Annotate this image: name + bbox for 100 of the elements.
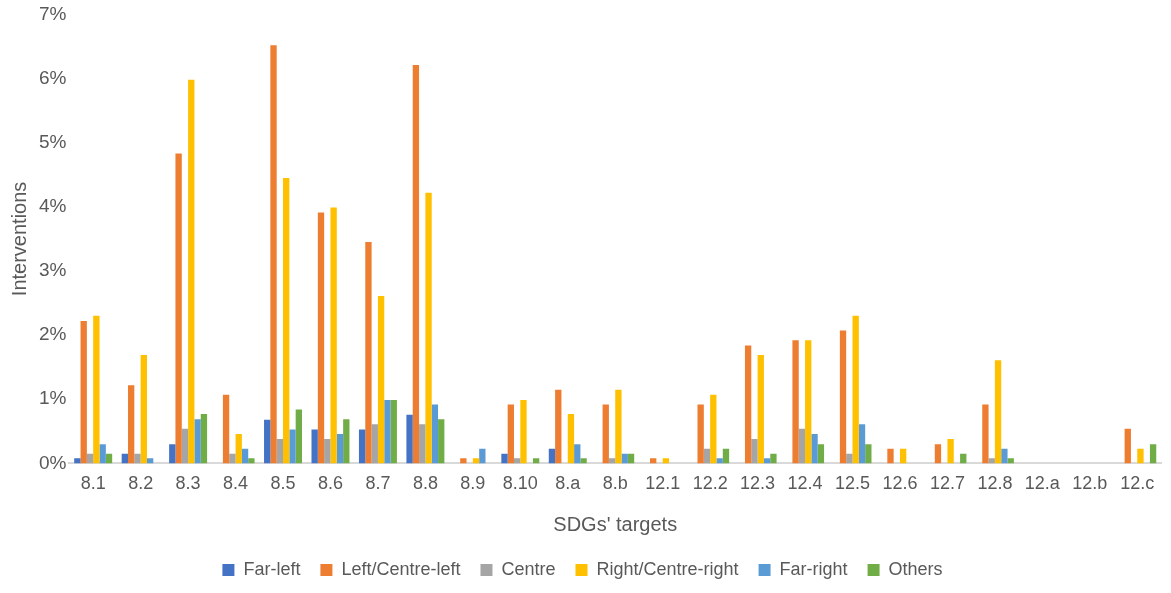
bar [710, 394, 717, 464]
legend-label: Right/Centre-right [596, 558, 739, 579]
bar [811, 433, 818, 464]
bar [548, 448, 556, 464]
bar [289, 429, 296, 464]
bar [994, 360, 1002, 464]
bar [425, 192, 432, 464]
x-tick-label: 8.a [555, 473, 582, 494]
legend-label: Centre [501, 558, 556, 579]
y-tick-label: 2% [38, 323, 67, 345]
bar [792, 340, 799, 464]
bar [317, 212, 325, 464]
bar [412, 65, 420, 464]
bar [384, 399, 391, 464]
bar [146, 458, 154, 464]
bar [988, 458, 995, 464]
x-tick-label: 12.4 [787, 473, 823, 494]
bar [431, 404, 439, 464]
bar [580, 458, 587, 464]
bar [241, 448, 249, 464]
bar [817, 444, 825, 464]
bar [798, 428, 806, 464]
bar [419, 424, 426, 464]
bar [615, 389, 622, 464]
y-tick-label: 1% [38, 387, 67, 409]
bar [520, 399, 527, 464]
bar [235, 433, 242, 464]
bar [127, 385, 135, 464]
bar [899, 448, 907, 464]
bar [229, 453, 236, 464]
bar [846, 453, 853, 464]
bar [947, 439, 954, 464]
bar [532, 458, 540, 464]
bar [887, 448, 894, 464]
bar [501, 453, 508, 464]
bar [716, 458, 723, 464]
y-tick-label: 4% [38, 195, 67, 217]
x-tick-label: 8.1 [80, 473, 106, 494]
x-tick-label: 12.a [1024, 473, 1061, 494]
bar [602, 404, 609, 464]
bar [703, 448, 711, 464]
x-tick-label: 8.9 [460, 473, 486, 494]
bar [74, 458, 81, 464]
bar [134, 453, 141, 464]
bar [805, 340, 812, 464]
x-tick-label: 8.6 [317, 473, 343, 494]
x-tick-label: 8.b [602, 473, 628, 494]
bar [248, 458, 255, 464]
bar [567, 414, 575, 464]
bar [722, 448, 730, 464]
bar [276, 439, 284, 464]
bar [194, 419, 201, 464]
bar [140, 355, 147, 464]
bar [99, 444, 106, 464]
bar [608, 458, 616, 464]
bar [555, 389, 562, 464]
bar [650, 458, 657, 464]
x-tick-label: 8.8 [412, 473, 438, 494]
bar [200, 414, 208, 464]
legend-label: Others [888, 558, 943, 579]
bar [390, 399, 397, 464]
bar [858, 424, 866, 464]
bar [188, 79, 195, 464]
bar [1149, 444, 1157, 464]
legend-label: Left/Centre-left [341, 558, 461, 579]
bar [763, 458, 771, 464]
x-tick-label: 8.7 [365, 473, 391, 494]
bar [472, 458, 480, 464]
bar [865, 444, 872, 464]
bar [757, 355, 764, 464]
bar [751, 439, 758, 464]
y-tick-label: 3% [38, 259, 67, 281]
legend-label: Far-left [243, 558, 301, 579]
bar [283, 177, 290, 464]
x-tick-label: 12.7 [929, 473, 965, 494]
bar [934, 444, 942, 464]
x-tick-label: 12.6 [882, 473, 918, 494]
y-tick-label: 6% [38, 66, 67, 88]
bar [80, 321, 87, 464]
bar [744, 345, 752, 464]
bar [93, 315, 100, 464]
x-tick-label: 8.3 [175, 473, 201, 494]
bar [175, 153, 182, 464]
bar [438, 419, 445, 464]
bar [377, 295, 385, 464]
bar [336, 433, 344, 464]
bar [371, 424, 378, 464]
bar [330, 207, 337, 464]
x-tick-label: 12.8 [977, 473, 1013, 494]
bar [982, 404, 989, 464]
bar [181, 428, 189, 464]
x-tick-label: 12.1 [645, 473, 681, 494]
bar [839, 330, 847, 464]
bar [1007, 458, 1014, 464]
x-tick-label: 8.4 [223, 473, 249, 494]
bar [324, 439, 331, 464]
bar [1137, 448, 1144, 464]
bar [507, 404, 514, 464]
x-tick-label: 12.c [1120, 473, 1155, 494]
bar [662, 458, 670, 464]
